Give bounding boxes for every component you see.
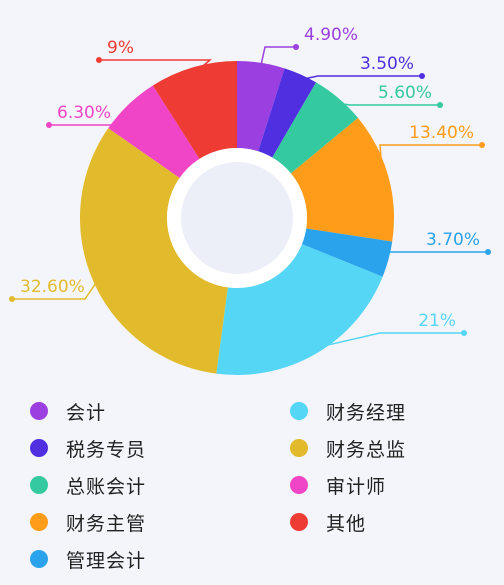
legend-item-9: 其他 bbox=[290, 509, 366, 535]
legend-item-4: 财务主管 bbox=[30, 509, 146, 535]
leader-dot-7 bbox=[9, 296, 15, 302]
data-label-8: 6.30% bbox=[57, 103, 111, 123]
leader-line-5 bbox=[381, 251, 488, 259]
legend-label: 财务经理 bbox=[326, 401, 407, 424]
data-label-4: 13.40% bbox=[409, 123, 474, 143]
donut-hole-center bbox=[181, 162, 293, 274]
legend-label: 管理会计 bbox=[66, 549, 147, 572]
legend-swatch bbox=[30, 402, 48, 420]
data-label-1: 4.90% bbox=[304, 25, 358, 45]
slice-4 bbox=[290, 117, 394, 242]
data-label-2: 3.50% bbox=[360, 54, 414, 74]
slice-5 bbox=[301, 228, 393, 277]
leader-line-4 bbox=[379, 144, 482, 178]
slice-9 bbox=[152, 61, 237, 159]
slice-3 bbox=[272, 82, 358, 174]
legend-label: 会计 bbox=[66, 401, 107, 424]
leader-dot-6 bbox=[461, 330, 467, 336]
leader-dot-4 bbox=[479, 142, 485, 148]
legend-item-7: 财务总监 bbox=[290, 435, 406, 461]
leader-dot-9 bbox=[96, 57, 102, 63]
legend-label: 税务专员 bbox=[66, 438, 147, 461]
slice-6 bbox=[216, 244, 383, 375]
legend-swatch bbox=[290, 439, 308, 457]
legend-swatch bbox=[290, 476, 308, 494]
legend-item-3: 总账会计 bbox=[30, 472, 146, 498]
leader-line-2 bbox=[298, 75, 422, 81]
slice-2 bbox=[258, 68, 317, 158]
legend-item-1: 会计 bbox=[30, 398, 106, 424]
slice-8 bbox=[108, 85, 200, 178]
data-label-6: 21% bbox=[418, 311, 456, 331]
legend-label: 总账会计 bbox=[66, 475, 147, 498]
leader-dot-5 bbox=[485, 249, 491, 255]
legend-swatch bbox=[30, 513, 48, 531]
legend-swatch bbox=[30, 476, 48, 494]
legend-item-8: 审计师 bbox=[290, 472, 386, 498]
leader-dot-3 bbox=[437, 102, 443, 108]
legend-swatch bbox=[290, 513, 308, 531]
legend-swatch bbox=[290, 402, 308, 420]
leader-line-3 bbox=[334, 102, 440, 106]
legend-item-5: 管理会计 bbox=[30, 546, 146, 572]
legend-label: 财务主管 bbox=[66, 512, 147, 535]
leader-dot-2 bbox=[419, 73, 425, 79]
leader-line-6 bbox=[312, 332, 464, 350]
legend-item-2: 税务专员 bbox=[30, 435, 146, 461]
slice-7 bbox=[80, 128, 228, 374]
leader-line-1 bbox=[259, 46, 296, 69]
legend-label: 其他 bbox=[326, 512, 367, 535]
leader-dot-1 bbox=[293, 44, 299, 50]
leader-line-9 bbox=[99, 59, 213, 74]
leader-dot-8 bbox=[46, 122, 52, 128]
legend-label: 财务总监 bbox=[326, 438, 407, 461]
data-label-7: 32.60% bbox=[20, 277, 85, 297]
data-label-9: 9% bbox=[107, 38, 134, 58]
leader-line-8 bbox=[49, 108, 144, 126]
legend-label: 审计师 bbox=[326, 475, 387, 498]
data-label-3: 5.60% bbox=[378, 83, 432, 103]
legend-item-6: 财务经理 bbox=[290, 398, 406, 424]
leader-line-7 bbox=[12, 278, 100, 300]
data-label-5: 3.70% bbox=[426, 230, 480, 250]
legend-swatch bbox=[30, 439, 48, 457]
legend-swatch bbox=[30, 550, 48, 568]
slice-1 bbox=[237, 61, 285, 152]
